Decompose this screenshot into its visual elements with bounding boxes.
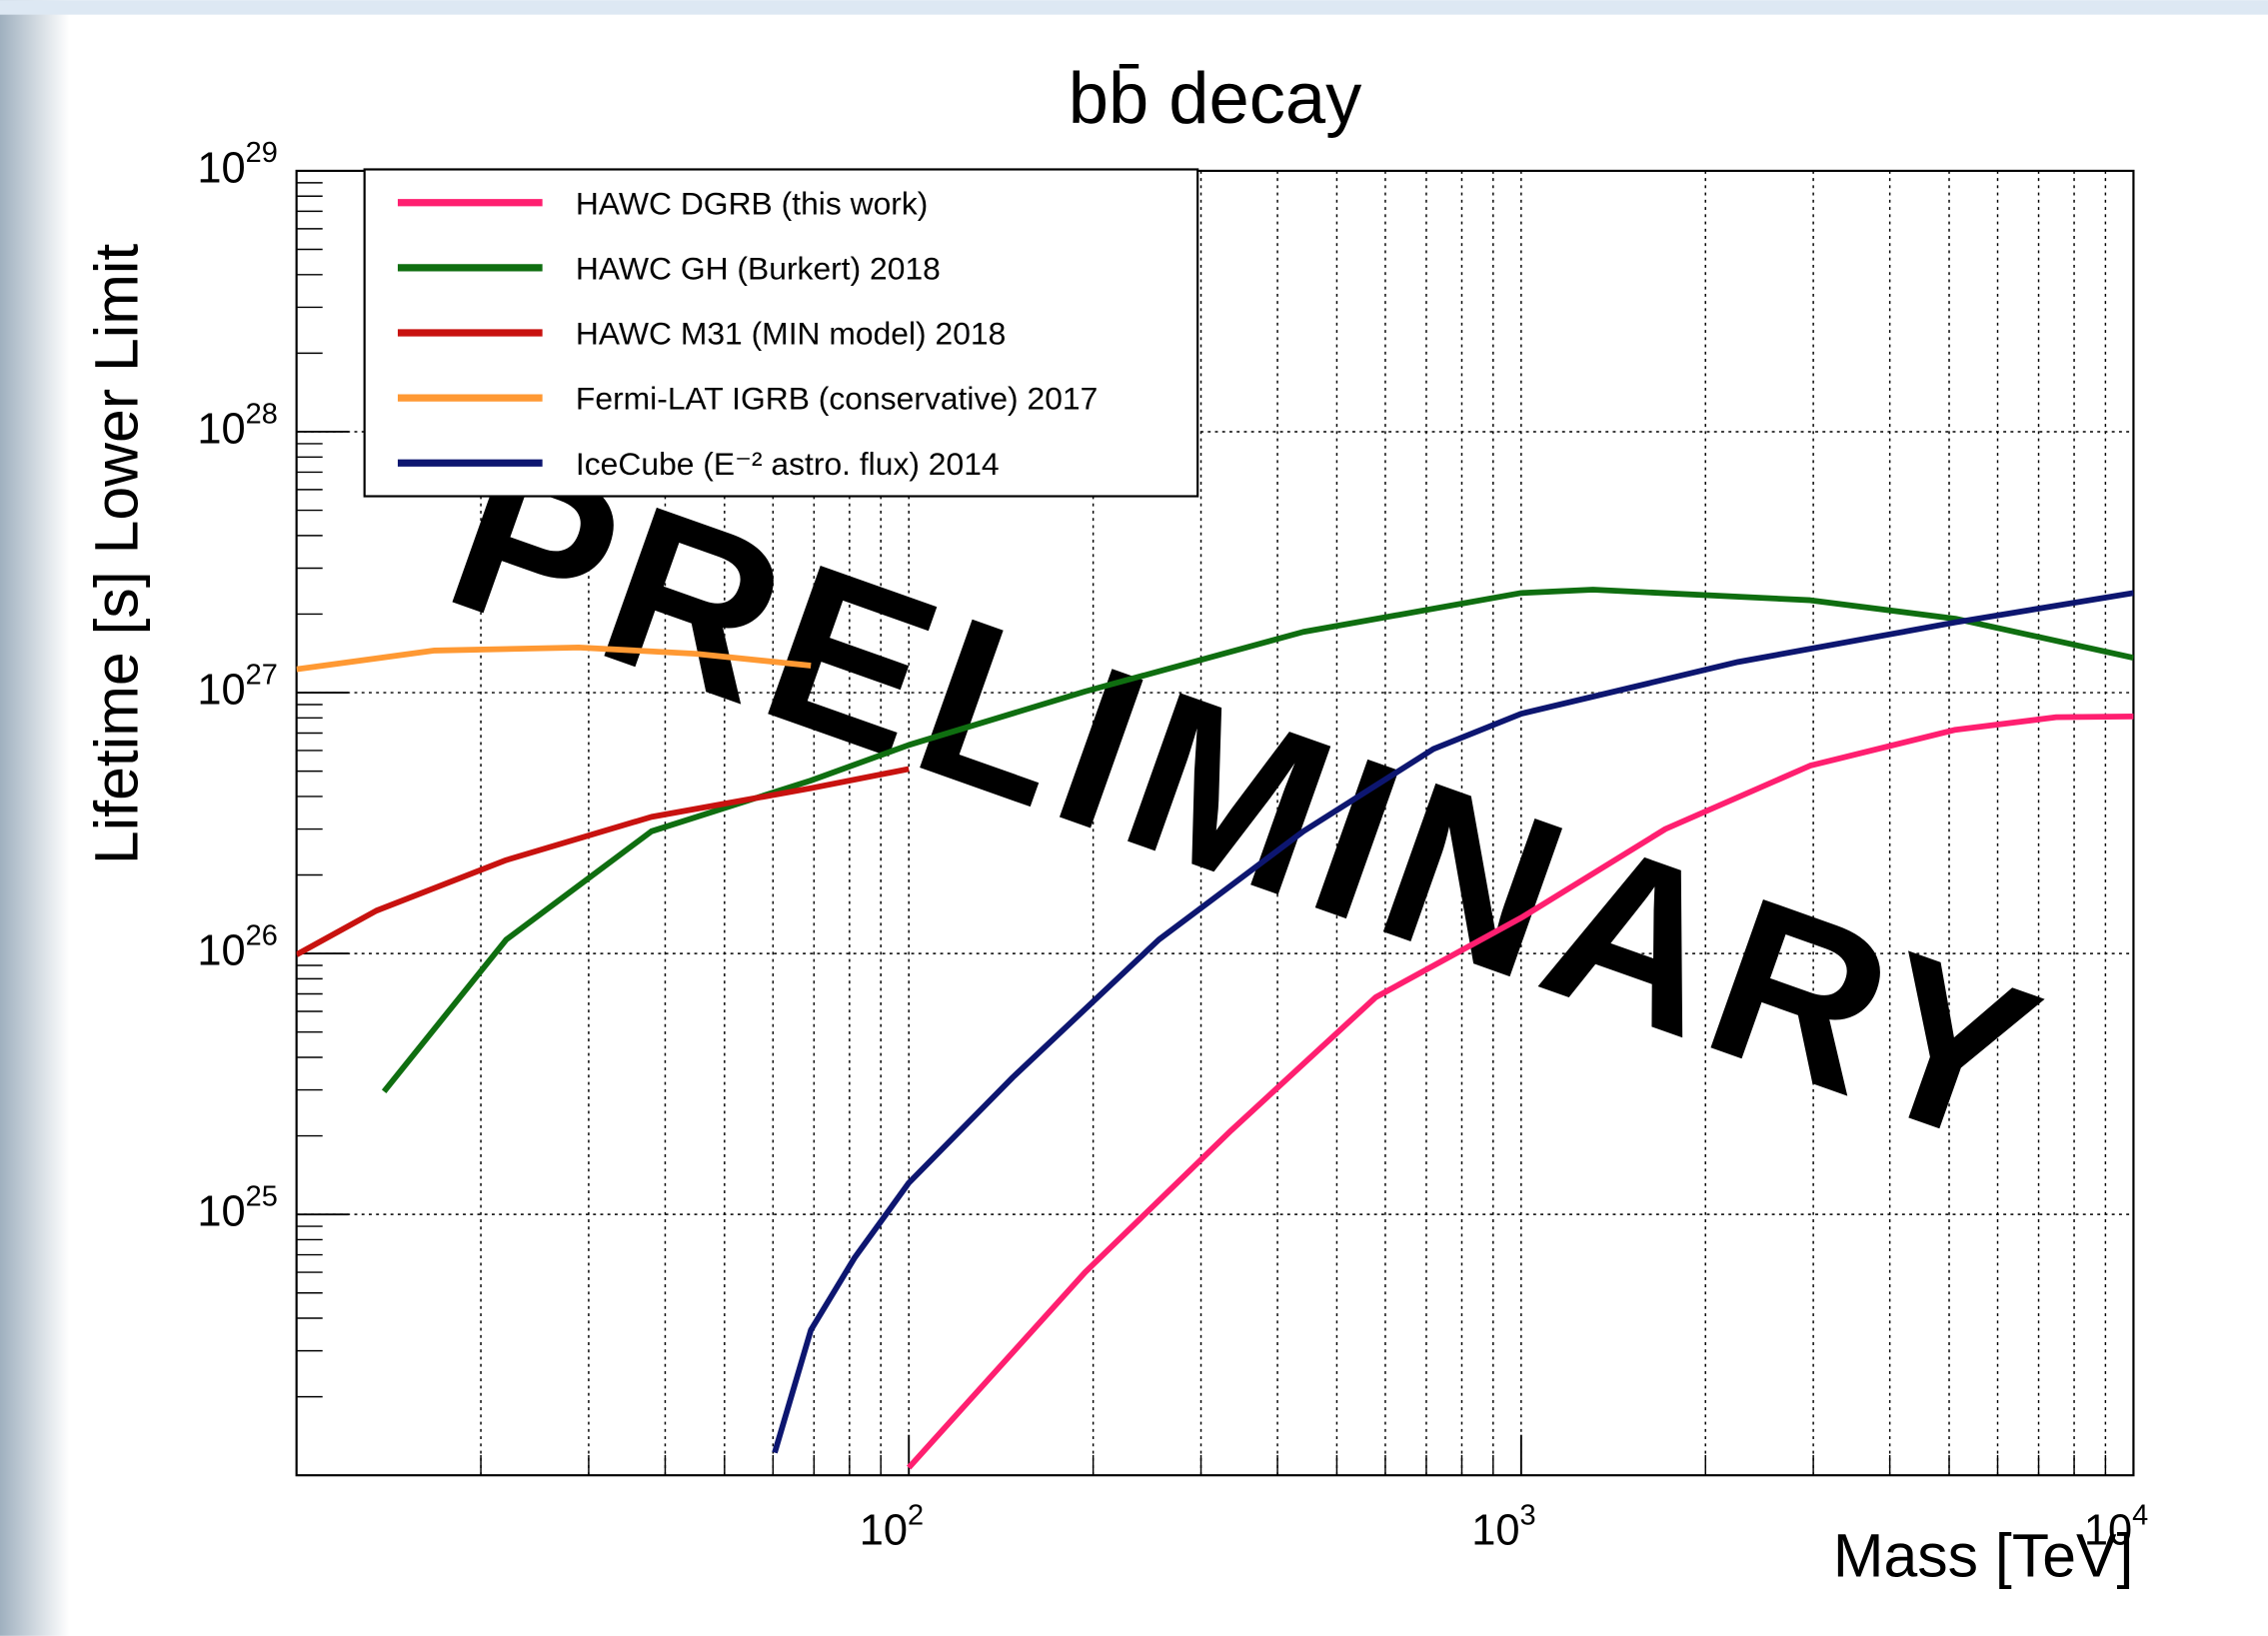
tick-label-base: 10 — [197, 667, 245, 715]
tick-label-exponent: 29 — [246, 137, 278, 169]
tick-label: 104 — [2084, 1499, 2148, 1554]
tick-label: 1026 — [197, 919, 277, 974]
tick-label-exponent: 25 — [246, 1180, 278, 1212]
tick-label-base: 10 — [197, 406, 245, 454]
tick-label-exponent: 26 — [246, 919, 278, 951]
series-line — [296, 644, 812, 673]
chart-title: bb̄ decay — [1069, 59, 1362, 139]
tick-label-exponent: 27 — [246, 659, 278, 691]
legend-label: IceCube (E⁻² astro. flux) 2014 — [576, 446, 1000, 482]
series-line — [381, 587, 2134, 1093]
tick-label-base: 10 — [197, 927, 245, 975]
background-top — [0, 0, 2268, 15]
tick-label-base: 10 — [197, 145, 245, 193]
series-line — [772, 590, 2134, 1454]
x-axis-label: Mass [TeV] — [1833, 1521, 2134, 1589]
tick-label-base: 10 — [197, 1188, 245, 1236]
tick-label-exponent: 4 — [2132, 1499, 2148, 1531]
tick-label: 103 — [1471, 1499, 1535, 1554]
tick-label: 1028 — [197, 398, 277, 453]
tick-label-exponent: 28 — [246, 398, 278, 430]
tick-label: 102 — [860, 1499, 924, 1554]
tick-label-exponent: 2 — [908, 1499, 924, 1531]
y-axis-label: Lifetime [s] Lower Limit — [82, 244, 150, 864]
tick-label-base: 10 — [2084, 1507, 2132, 1555]
series-line — [907, 714, 2134, 1470]
tick-label-base: 10 — [1471, 1507, 1519, 1555]
tick-label: 1029 — [197, 137, 277, 192]
legend-label: HAWC DGRB (this work) — [576, 185, 928, 221]
legend-label: HAWC GH (Burkert) 2018 — [576, 250, 941, 286]
tick-label: 1025 — [197, 1180, 277, 1235]
series-line — [296, 766, 910, 957]
tick-label: 1027 — [197, 659, 277, 714]
plot-frame — [295, 169, 2135, 1477]
background-strip — [0, 0, 70, 1636]
legend: HAWC DGRB (this work) HAWC GH (Burkert) 2… — [363, 168, 1199, 498]
tick-label-exponent: 3 — [1520, 1499, 1536, 1531]
tick-label-base: 10 — [860, 1507, 908, 1555]
legend-label: Fermi-LAT IGRB (conservative) 2017 — [576, 381, 1098, 417]
legend-label: HAWC M31 (MIN model) 2018 — [576, 316, 1006, 352]
